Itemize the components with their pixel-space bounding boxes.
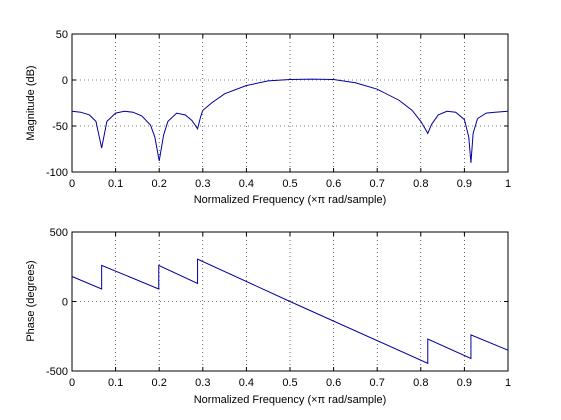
phase-ticks: [71, 231, 509, 372]
magnitude-x-tick-label: 0.3: [195, 178, 210, 190]
phase-x-tick-label: 0.6: [326, 377, 341, 389]
phase-x-tick-label: 0.5: [282, 377, 297, 389]
phase-grid: [72, 232, 508, 371]
magnitude-x-tick-label: 0.5: [282, 178, 297, 190]
magnitude-x-tick-label: 0.6: [326, 178, 341, 190]
phase-y-tick-label: -500: [46, 366, 68, 378]
magnitude-x-tick-label: 1: [505, 178, 511, 190]
magnitude-x-tick-label: 0.2: [152, 178, 167, 190]
phase-x-tick-label: 0: [69, 377, 75, 389]
magnitude-y-tick-label: 50: [56, 29, 68, 41]
magnitude-curve: [71, 78, 509, 163]
magnitude-x-tick-label: 0: [69, 178, 75, 190]
phase-x-tick-label: 0.1: [108, 377, 123, 389]
magnitude-tick-labels: 0 0.1 0.2 0.3 0.4 0.5 0.6 0.7 0.8 0.9 1 -100 -50 0 50: [46, 29, 511, 190]
phase-y-axis-label: Phase (degrees): [25, 260, 37, 341]
phase-curve: [71, 258, 509, 365]
magnitude-x-tick-label: 0.7: [370, 178, 385, 190]
magnitude-axes: 0 0.1 0.2 0.3 0.4 0.5 0.6 0.7 0.8 0.9 1-100-50050 …: [25, 29, 511, 206]
magnitude-grid: [72, 34, 508, 172]
magnitude-y-tick-label: -50: [52, 121, 68, 133]
phase-x-axis-label: Normalized Frequency (×π rad/sample): [194, 394, 387, 406]
magnitude-ticks: [71, 33, 509, 173]
magnitude-x-tick-label: 0.4: [239, 178, 254, 190]
phase-x-tick-label: 0.7: [370, 377, 385, 389]
phase-y-tick-label: 500: [50, 227, 68, 239]
phase-x-tick-label: 0.3: [195, 377, 210, 389]
magnitude-y-tick-label: 0: [62, 75, 68, 87]
phase-x-tick-label: 1: [505, 377, 511, 389]
magnitude-x-tick-label: 0.1: [108, 178, 123, 190]
phase-x-tick-label: 0.9: [457, 377, 472, 389]
magnitude-x-tick-label: 0.8: [413, 178, 428, 190]
phase-y-tick-label: 0: [62, 297, 68, 309]
phase-x-tick-label: 0.2: [152, 377, 167, 389]
phase-x-tick-label: 0.4: [239, 377, 254, 389]
magnitude-x-tick-label: 0.9: [457, 178, 472, 190]
magnitude-x-axis-label: Normalized Frequency (×π rad/sample): [194, 194, 387, 206]
magnitude-y-axis-label: Magnitude (dB): [25, 65, 37, 140]
magnitude-y-tick-label: -100: [46, 167, 68, 179]
phase-x-tick-label: 0.8: [413, 377, 428, 389]
